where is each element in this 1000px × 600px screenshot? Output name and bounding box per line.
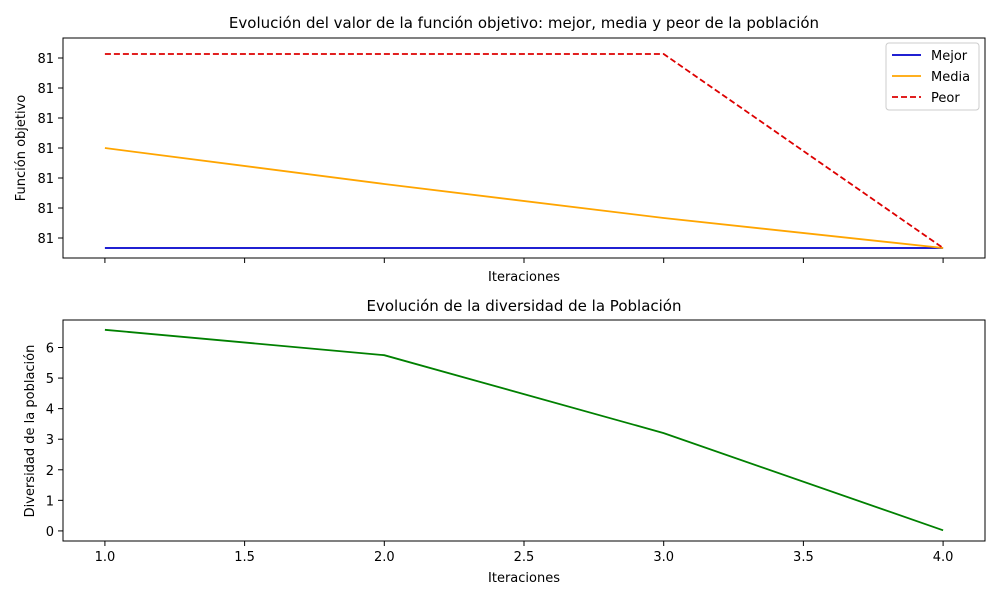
top-y-tick-label: 81: [37, 82, 54, 97]
series-line-media: [104, 147, 944, 249]
top-y-tick-label: 81: [37, 142, 54, 157]
bottom-x-tick-label: 1.0: [95, 550, 116, 565]
bottom-y-ticks: 0 1 2 3 4 5 6: [46, 342, 63, 540]
top-y-tick-label: 81: [37, 202, 54, 217]
series-line-diversity: [104, 328, 944, 532]
bottom-x-tick-label: 3.0: [653, 550, 674, 565]
bottom-x-tick-label: 2.5: [514, 550, 535, 565]
legend-box: [885, 42, 980, 111]
bottom-x-axis-label: Iteraciones: [488, 571, 560, 586]
top-x-ticks: [104, 258, 944, 263]
top-y-tick-label: 81: [37, 112, 54, 127]
top-x-axis-label: Iteraciones: [488, 270, 560, 285]
legend-label-media: Media: [931, 70, 970, 85]
top-y-ticks: 81 81 81 81 81 81 81: [37, 52, 63, 247]
top-y-tick-label: 81: [37, 52, 54, 67]
bottom-y-tick-label: 0: [46, 525, 54, 540]
bottom-plot-frame: [62, 319, 986, 542]
legend-label-mejor: Mejor: [931, 49, 968, 64]
series-line-peor: [104, 53, 944, 249]
top-y-axis-label: Función objetivo: [14, 95, 29, 202]
top-y-tick-label: 81: [37, 172, 54, 187]
bottom-x-tick-label: 1.5: [234, 550, 255, 565]
bottom-y-tick-label: 6: [46, 342, 54, 357]
bottom-y-tick-label: 1: [46, 494, 54, 509]
subplot-diversity: Evolución de la diversidad de la Poblaci…: [23, 297, 986, 586]
legend: Mejor Media Peor: [885, 42, 980, 111]
bottom-y-tick-label: 5: [46, 372, 54, 387]
top-y-tick-label: 81: [37, 232, 54, 247]
bottom-y-tick-label: 4: [46, 403, 54, 418]
bottom-chart-title: Evolución de la diversidad de la Poblaci…: [367, 297, 682, 315]
top-chart-title: Evolución del valor de la función objeti…: [229, 14, 819, 32]
subplot-objective: Evolución del valor de la función objeti…: [14, 14, 986, 285]
top-series-lines: [104, 53, 944, 249]
top-plot-frame: [62, 37, 986, 259]
bottom-x-ticks: 1.0 1.5 2.0 2.5 3.0 3.5 4.0: [95, 541, 954, 565]
bottom-y-tick-label: 3: [46, 433, 54, 448]
bottom-y-axis-label: Diversidad de la población: [23, 345, 38, 518]
bottom-x-tick-label: 2.0: [374, 550, 395, 565]
bottom-series-lines: [104, 328, 944, 532]
bottom-x-tick-label: 3.5: [793, 550, 814, 565]
bottom-x-tick-label: 4.0: [933, 550, 954, 565]
bottom-y-tick-label: 2: [46, 464, 54, 479]
legend-label-peor: Peor: [931, 91, 960, 106]
